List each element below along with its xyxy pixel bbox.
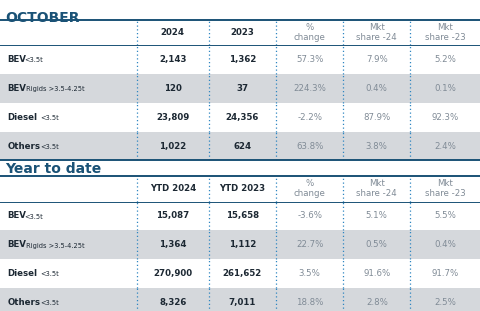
Text: 22.7%: 22.7% [296,240,324,249]
Text: <3.5t: <3.5t [24,214,43,220]
Text: 8,326: 8,326 [159,298,187,307]
Text: 87.9%: 87.9% [363,113,390,122]
Text: 5.5%: 5.5% [434,211,456,220]
Text: BEV: BEV [7,84,26,93]
FancyBboxPatch shape [0,45,480,74]
Text: 7,011: 7,011 [228,298,256,307]
Text: Others: Others [7,142,40,151]
Text: Mkt
share -23: Mkt share -23 [425,23,466,42]
FancyBboxPatch shape [0,202,480,230]
Text: 15,087: 15,087 [156,211,190,220]
Text: 7.9%: 7.9% [366,55,388,64]
Text: 2023: 2023 [230,28,254,37]
FancyBboxPatch shape [0,74,480,103]
Text: Diesel: Diesel [7,269,37,278]
Text: 2.5%: 2.5% [434,298,456,307]
Text: 91.7%: 91.7% [432,269,459,278]
Text: Rigids >3.5-4.25t: Rigids >3.5-4.25t [24,243,84,248]
Text: Year to date: Year to date [5,162,101,176]
Text: 120: 120 [164,84,182,93]
Text: 0.1%: 0.1% [434,84,456,93]
Text: 3.8%: 3.8% [366,142,388,151]
Text: <3.5t: <3.5t [24,57,43,63]
Text: 2,143: 2,143 [159,55,187,64]
Text: Mkt
share -24: Mkt share -24 [357,179,397,198]
Text: 0.5%: 0.5% [366,240,388,249]
Text: 624: 624 [233,142,252,151]
FancyBboxPatch shape [0,132,480,160]
FancyBboxPatch shape [0,288,480,311]
Text: %
change: % change [294,179,325,198]
Text: <3.5t: <3.5t [40,300,59,306]
Text: YTD 2023: YTD 2023 [219,184,265,193]
Text: -2.2%: -2.2% [297,113,322,122]
Text: 91.6%: 91.6% [363,269,390,278]
FancyBboxPatch shape [0,230,480,259]
Text: <3.5t: <3.5t [40,115,59,121]
Text: 261,652: 261,652 [223,269,262,278]
Text: 63.8%: 63.8% [296,142,324,151]
Text: OCTOBER: OCTOBER [5,11,79,25]
Text: 24,356: 24,356 [226,113,259,122]
Text: 57.3%: 57.3% [296,55,324,64]
Text: Mkt
share -23: Mkt share -23 [425,179,466,198]
FancyBboxPatch shape [0,259,480,288]
Text: 18.8%: 18.8% [296,298,324,307]
Text: 5.2%: 5.2% [434,55,456,64]
Text: 2.8%: 2.8% [366,298,388,307]
Text: <3.5t: <3.5t [40,272,59,277]
Text: -3.6%: -3.6% [297,211,322,220]
Text: Mkt
share -24: Mkt share -24 [357,23,397,42]
Text: Diesel: Diesel [7,113,37,122]
Text: BEV: BEV [7,55,26,64]
Text: 0.4%: 0.4% [366,84,388,93]
Text: 15,658: 15,658 [226,211,259,220]
Text: 1,022: 1,022 [159,142,186,151]
FancyBboxPatch shape [0,103,480,132]
Text: Others: Others [7,298,40,307]
Text: Rigids >3.5-4.25t: Rigids >3.5-4.25t [24,86,84,92]
Text: 270,900: 270,900 [153,269,192,278]
Text: %
change: % change [294,23,325,42]
Text: 2.4%: 2.4% [434,142,456,151]
Text: 1,112: 1,112 [228,240,256,249]
Text: 2024: 2024 [161,28,185,37]
Text: 23,809: 23,809 [156,113,190,122]
Text: BEV: BEV [7,240,26,249]
Text: 3.5%: 3.5% [299,269,321,278]
Text: BEV: BEV [7,211,26,220]
Text: <3.5t: <3.5t [40,144,59,150]
Text: 5.1%: 5.1% [366,211,388,220]
Text: 224.3%: 224.3% [293,84,326,93]
Text: YTD 2024: YTD 2024 [150,184,196,193]
Text: 1,364: 1,364 [159,240,187,249]
Text: 37: 37 [236,84,249,93]
Text: 92.3%: 92.3% [432,113,459,122]
Text: 0.4%: 0.4% [434,240,456,249]
Text: 1,362: 1,362 [228,55,256,64]
